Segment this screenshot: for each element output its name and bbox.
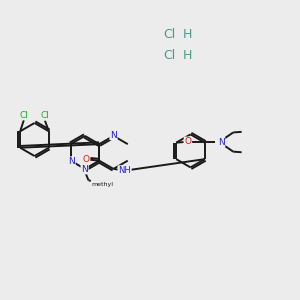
Text: O: O [184,137,191,146]
Text: Cl: Cl [40,111,49,120]
Text: N: N [110,130,117,140]
Text: N: N [81,165,88,174]
Text: NH: NH [118,166,131,175]
Text: Cl: Cl [164,49,176,62]
Text: N: N [68,157,75,166]
Text: Cl: Cl [20,110,28,119]
Text: O: O [82,155,89,164]
Text: methyl: methyl [91,182,113,187]
Text: H: H [182,28,192,41]
Text: H: H [182,49,192,62]
Text: N: N [218,137,225,147]
Text: Cl: Cl [164,28,176,41]
